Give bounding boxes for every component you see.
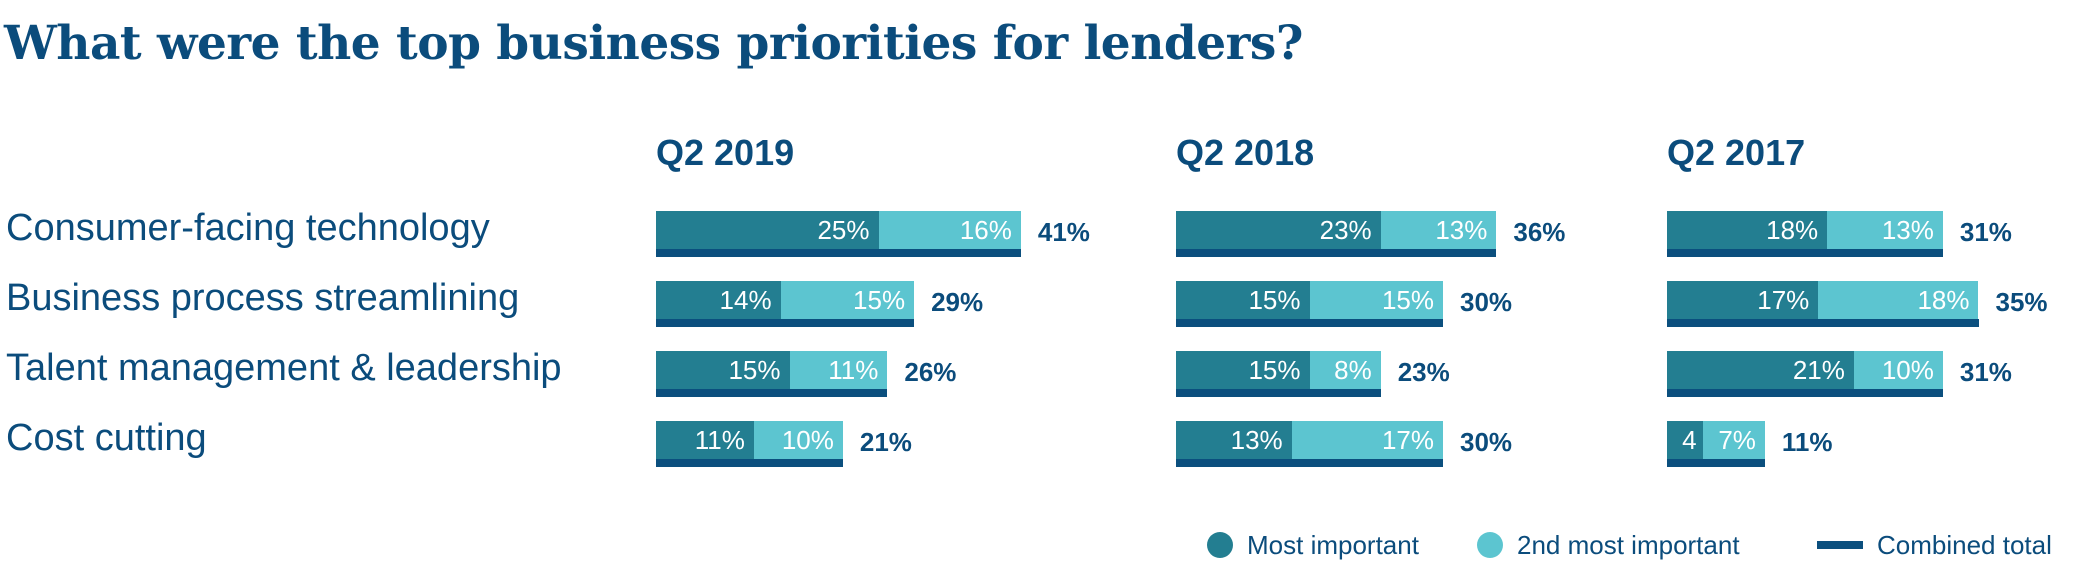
bar-segment-most-important-q2-2018: 13%: [1176, 421, 1292, 459]
legend-item-second-most-important: 2nd most important: [1477, 527, 1740, 563]
bar-segment-second-most-important-q2-2017: 10%: [1853, 351, 1943, 389]
total-label-q2-2018: 30%: [1460, 427, 1513, 457]
bar-segment-second-most-important-q2-2019: 10%: [753, 421, 843, 459]
legend-line-icon: [1817, 541, 1863, 549]
bar-segment-most-important-q2-2018: 23%: [1176, 211, 1381, 249]
bar-combined-total-line-q2-2019: [656, 319, 915, 327]
legend-item-most-important: Most important: [1207, 527, 1419, 563]
bar-segment-second-most-important-q2-2017: 18%: [1818, 281, 1979, 319]
chart-title: What were the top business priorities fo…: [4, 16, 1303, 71]
bar-segment-most-important-q2-2018: 15%: [1176, 281, 1310, 319]
bar-segment-second-most-important-q2-2017: 7%: [1702, 421, 1765, 459]
bar-segment-most-important-q2-2017: 17%: [1667, 281, 1819, 319]
bar-segment-second-most-important-q2-2019: 16%: [878, 211, 1021, 249]
total-label-q2-2017: 35%: [1995, 287, 2048, 317]
bar-segment-second-most-important-q2-2018: 17%: [1291, 421, 1443, 459]
category-label: Consumer-facing technology: [6, 207, 490, 249]
bar-combined-total-line-q2-2018: [1176, 459, 1443, 467]
total-label-q2-2017: 31%: [1959, 217, 2012, 247]
bar-combined-total-line-q2-2017: [1667, 389, 1943, 397]
bar-combined-total-line-q2-2019: [656, 459, 843, 467]
group-title-q2-2019: Q2 2019: [656, 132, 795, 173]
total-label-q2-2018: 23%: [1397, 357, 1450, 387]
group-title-q2-2018: Q2 2018: [1176, 132, 1315, 173]
bar-segment-most-important-q2-2017: 18%: [1667, 211, 1828, 249]
bar-segment-second-most-important-q2-2018: 13%: [1380, 211, 1497, 249]
bar-segment-second-most-important-q2-2018: 15%: [1309, 281, 1443, 319]
total-label-q2-2017: 31%: [1959, 357, 2012, 387]
total-label-q2-2018: 36%: [1513, 217, 1566, 247]
total-label-q2-2019: 21%: [859, 427, 912, 457]
bar-segment-most-important-q2-2017: 21%: [1667, 351, 1854, 389]
legend-label: Most important: [1247, 529, 1419, 560]
bar-segment-second-most-important-q2-2019: 15%: [780, 281, 915, 319]
total-label-q2-2018: 30%: [1460, 287, 1513, 317]
bar-combined-total-line-q2-2017: [1667, 249, 1943, 257]
category-label: Talent management & leadership: [6, 347, 562, 389]
bar-combined-total-line-q2-2018: [1176, 389, 1381, 397]
total-label-q2-2019: 41%: [1037, 217, 1090, 247]
category-label: Cost cutting: [6, 417, 207, 459]
bar-combined-total-line-q2-2017: [1667, 459, 1765, 467]
bar-segment-most-important-q2-2019: 15%: [656, 351, 790, 389]
legend-label: Combined total: [1877, 529, 2052, 560]
group-title-q2-2017: Q2 2017: [1667, 132, 1806, 173]
total-label-q2-2019: 26%: [904, 357, 957, 387]
bar-segment-second-most-important-q2-2017: 13%: [1827, 211, 1943, 249]
bar-combined-total-line-q2-2017: [1667, 319, 1979, 327]
bar-segment-second-most-important-q2-2019: 11%: [789, 351, 888, 389]
bar-segment-most-important-q2-2018: 15%: [1176, 351, 1310, 389]
bar-segment-most-important-q2-2019: 25%: [656, 211, 879, 249]
bar-combined-total-line-q2-2018: [1176, 249, 1497, 257]
bar-segment-most-important-q2-2019: 14%: [656, 281, 781, 319]
bar-combined-total-line-q2-2018: [1176, 319, 1443, 327]
legend-label: 2nd most important: [1517, 529, 1740, 560]
bar-segment-second-most-important-q2-2018: 8%: [1309, 351, 1381, 389]
legend-item-combined-total: Combined total: [1817, 527, 2052, 563]
category-label: Business process streamlining: [6, 277, 520, 319]
total-label-q2-2017: 11%: [1781, 427, 1833, 457]
bar-segment-most-important-q2-2017: 4: [1667, 421, 1703, 459]
legend-circle-icon: [1207, 532, 1233, 558]
bar-combined-total-line-q2-2019: [656, 389, 888, 397]
bar-combined-total-line-q2-2019: [656, 249, 1021, 257]
total-label-q2-2019: 29%: [931, 287, 984, 317]
legend-circle-icon: [1477, 532, 1503, 558]
bar-segment-most-important-q2-2019: 11%: [656, 421, 754, 459]
